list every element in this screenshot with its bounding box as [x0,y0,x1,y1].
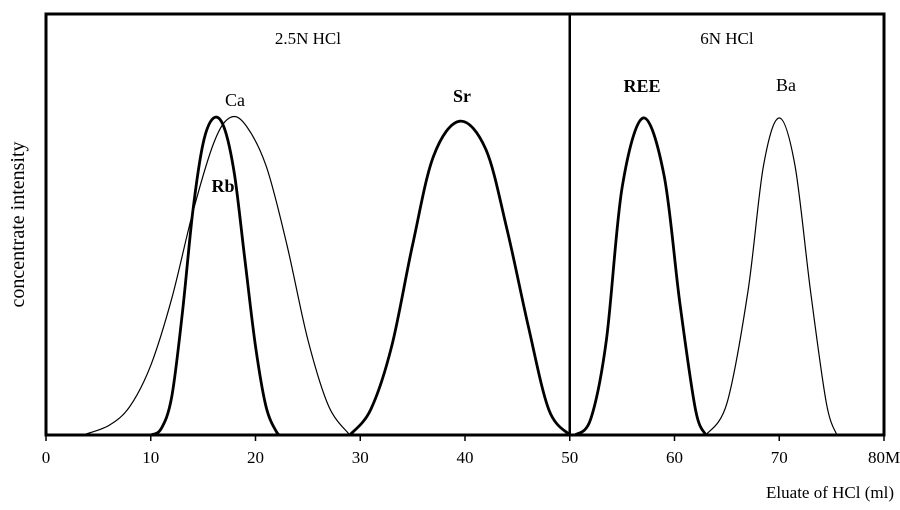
series-line-ree [574,116,708,437]
x-tick-label-60: 60 [666,448,683,467]
x-tick-label-50: 50 [561,448,578,467]
series-line-rb [150,115,283,437]
x-tick-label-10: 10 [142,448,159,467]
series-line-ca [82,115,351,436]
x-tick-label-0: 0 [42,448,51,467]
y-axis-label: concentrate intensity [7,141,29,307]
series-curves [82,115,838,437]
series-line-ba [705,117,838,436]
peak-label-ba: Ba [776,75,796,95]
series-line-sr [348,119,571,437]
plot-frame [44,12,886,437]
x-tick-label-20: 20 [247,448,264,467]
peak-label-sr: Sr [453,86,471,106]
x-axis-ticks: 0 10 20 30 40 50 60 70 80M [42,435,900,467]
peak-label-ca: Ca [225,90,245,110]
x-axis-label: Eluate of HCl (ml) [766,483,894,502]
region-label-6n: 6N HCl [700,29,754,48]
x-tick-label-80: 80M [868,448,900,467]
peak-label-rb: Rb [211,176,234,196]
region-label-2-5n: 2.5N HCl [275,29,341,48]
x-tick-label-30: 30 [352,448,369,467]
x-tick-label-40: 40 [457,448,474,467]
peak-label-ree: REE [623,76,660,96]
x-tick-label-70: 70 [771,448,788,467]
peak-labels: Ca Rb Sr REE Ba [211,75,796,196]
